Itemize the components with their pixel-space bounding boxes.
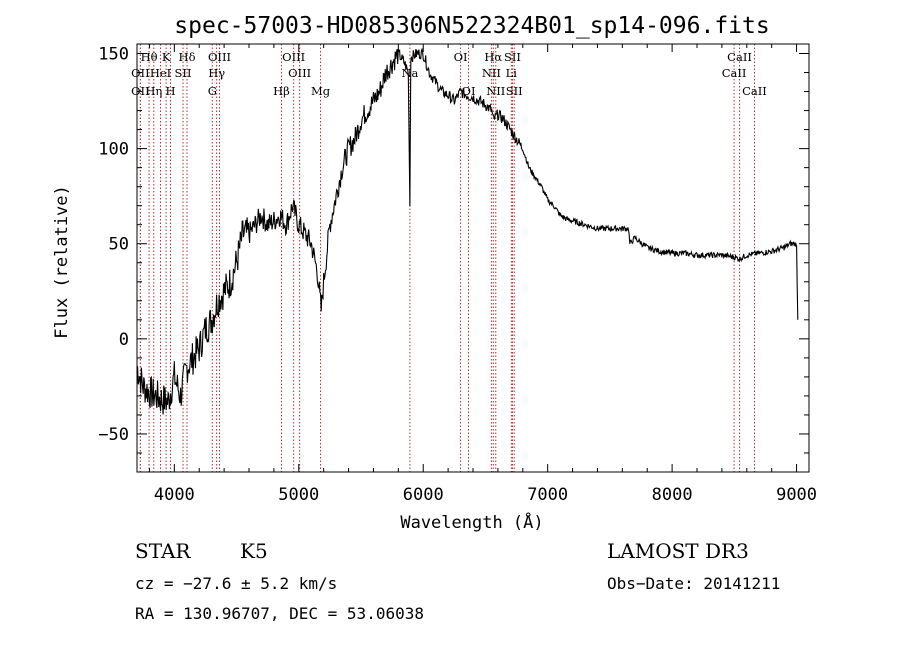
spectral-line-label: OIII: [288, 66, 311, 80]
x-tick-label: 9000: [776, 485, 817, 505]
spectral-line-label: HeI: [150, 66, 171, 80]
y-axis-label: Flux (relative): [52, 185, 72, 339]
spectral-line-label: CaII: [742, 84, 767, 98]
spectral-lines: [139, 44, 755, 472]
observation-date: Obs−Date: 20141211: [607, 574, 780, 593]
spectral-line-label: OII: [131, 84, 150, 98]
x-tick-label: 8000: [652, 485, 693, 505]
y-tick-label: 150: [98, 45, 129, 65]
spectral-line-label: Hα: [484, 50, 502, 64]
spectral-line-label: Hη: [145, 84, 162, 98]
spectral-line-label: SII: [506, 84, 523, 98]
spectral-line-label: Mg: [311, 84, 331, 98]
object-type: STAR: [135, 539, 191, 563]
ra-dec: RA = 130.96707, DEC = 53.06038: [135, 604, 424, 623]
y-tick-label: 0: [119, 330, 129, 350]
spectral-line-label: OI: [454, 50, 468, 64]
spectral-line-label: SII: [175, 66, 192, 80]
spectral-line-label: Hβ: [273, 84, 290, 98]
spectral-line-label: OIII: [208, 50, 231, 64]
y-tick-label: −50: [98, 425, 129, 445]
spectral-line-label: CaII: [722, 66, 747, 80]
spectral-line-label: CaII: [727, 50, 752, 64]
spectral-line-label: OIII: [282, 50, 305, 64]
y-tick-label: 50: [109, 235, 129, 255]
x-axis-label: Wavelength (Å): [400, 511, 543, 533]
survey-name: LAMOST DR3: [607, 539, 749, 563]
spectral-line-label: H: [165, 84, 175, 98]
spectral-line-label: G: [208, 84, 217, 98]
x-tick-label: 7000: [527, 485, 568, 505]
spectral-line-label: NII: [482, 66, 501, 80]
chart-title: spec-57003-HD085306N522324B01_sp14-096.f…: [174, 13, 769, 39]
spectral-line-label: Hθ: [141, 50, 158, 64]
spectral-line-label: Hγ: [208, 66, 225, 80]
flux-series-line: [136, 47, 799, 415]
spectral-line-label: K: [162, 50, 171, 64]
object-subclass: K5: [240, 539, 268, 563]
x-axis-ticks: 4000 5000 6000 7000 8000 9000: [148, 44, 817, 505]
spectral-line-label: SII: [504, 50, 521, 64]
x-tick-label: 6000: [403, 485, 444, 505]
spectral-line-label: NII: [486, 84, 505, 98]
spectral-line-label: Li: [506, 66, 518, 80]
spectral-line-label: Na: [401, 66, 418, 80]
x-tick-label: 5000: [278, 485, 319, 505]
spectral-line-label: Hδ: [179, 50, 196, 64]
y-tick-label: 100: [98, 140, 129, 160]
y-axis-ticks: −50 0 50 100 150: [98, 45, 809, 454]
x-tick-label: 4000: [154, 485, 195, 505]
redshift-cz: cz = −27.6 ± 5.2 km/s: [135, 574, 337, 593]
